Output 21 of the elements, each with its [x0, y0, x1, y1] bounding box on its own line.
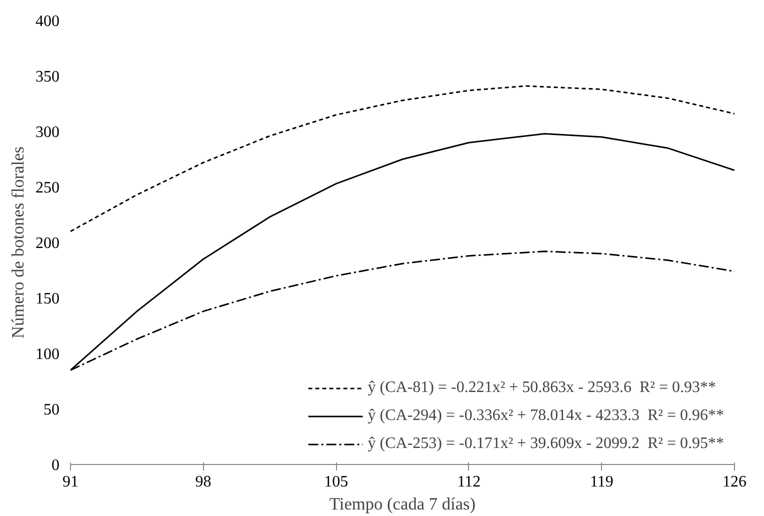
x-tick-label: 91	[62, 474, 78, 490]
legend-label: ŷ (CA-253) = -0.171x² + 39.609x - 2099.2 R² = 0.95**	[368, 435, 724, 453]
x-axis-title: Tiempo (cada 7 días)	[329, 494, 476, 514]
x-tick-label: 98	[195, 474, 212, 490]
y-tick-label: 50	[44, 402, 60, 418]
legend-label: ŷ (CA-81) = -0.221x² + 50.863x - 2593.6 R² = 0.93**	[368, 379, 716, 397]
y-tick-label: 250	[36, 180, 60, 196]
y-tick-label: 300	[36, 124, 60, 141]
y-tick-label: 200	[36, 235, 60, 252]
y-tick-label: 350	[36, 68, 60, 86]
y-axis-title: Número de botones florales	[8, 146, 28, 338]
x-tick-label: 126	[722, 474, 746, 490]
legend-label: ŷ (CA-294) = -0.336x² + 78.014x - 4233.3 R² = 0.96**	[368, 407, 724, 425]
y-tick-label: 100	[36, 346, 60, 363]
x-tick-label: 119	[590, 474, 614, 490]
y-tick-label: 0	[52, 457, 60, 474]
x-tick-label: 112	[457, 474, 481, 490]
y-tick-label: 400	[36, 13, 60, 30]
line-series	[70, 85, 734, 232]
y-tick-label: 150	[36, 290, 60, 308]
x-tick-label: 105	[324, 474, 348, 490]
